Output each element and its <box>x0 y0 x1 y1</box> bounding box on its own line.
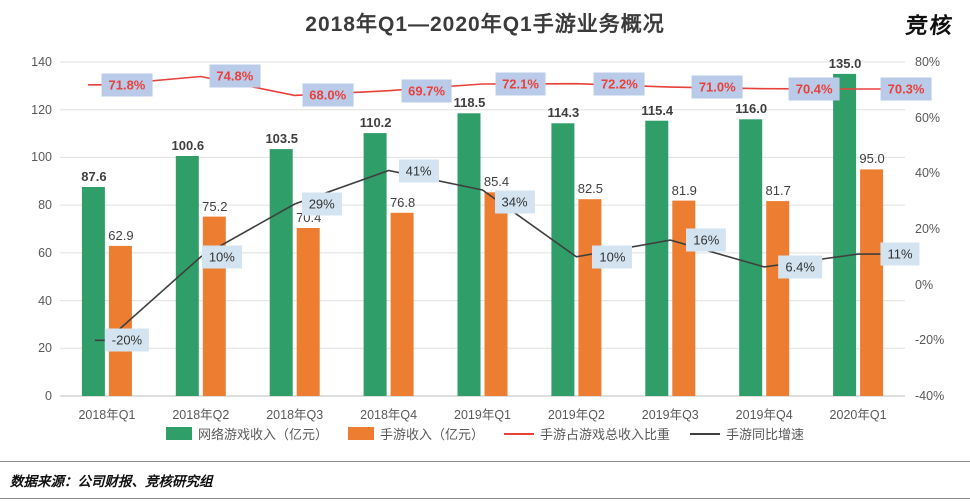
green-bar-swatch <box>165 427 192 440</box>
bar-online-game-revenue <box>551 123 575 397</box>
mobile-share-label: 70.3% <box>880 77 932 101</box>
mobile-revenue-value: 82.5 <box>577 181 604 197</box>
right-axis-tick: -40% <box>915 389 945 403</box>
category-label: 2019年Q1 <box>454 408 511 422</box>
category-label: 2019年Q2 <box>547 408 605 422</box>
black-line-swatch <box>690 432 721 435</box>
right-axis-tick: 0% <box>915 277 934 292</box>
yoy-growth-label: 29% <box>301 192 342 216</box>
mobile-revenue-value: 62.9 <box>108 227 134 243</box>
yoy-growth-label: 34% <box>494 190 535 214</box>
legend-item: 手游占游戏总收入比重 <box>504 424 670 443</box>
online-revenue-value: 100.6 <box>171 137 205 153</box>
left-axis-tick: 0 <box>45 389 52 403</box>
left-axis-tick: 140 <box>31 55 52 69</box>
right-axis-tick: 40% <box>915 166 941 181</box>
yoy-growth-label: 16% <box>686 228 727 252</box>
mobile-revenue-value: 81.7 <box>765 183 791 199</box>
mobile-share-label: 68.0% <box>302 83 354 107</box>
chart-title: 2018年Q1—2020年Q1手游业务概况 <box>305 13 665 36</box>
category-label: 2018年Q3 <box>266 408 324 422</box>
bar-online-game-revenue <box>739 119 763 397</box>
left-axis-tick: 40 <box>38 293 52 308</box>
mobile-revenue-value: 85.4 <box>483 174 510 190</box>
bar-online-game-revenue <box>833 73 857 397</box>
bar-mobile-game-revenue <box>860 169 884 396</box>
data-source-text: 数据来源：公司财报、竞核研究组 <box>10 474 213 489</box>
legend-label: 网络游戏收入（亿元） <box>197 427 328 442</box>
legend-label: 手游收入（亿元） <box>379 427 484 442</box>
legend-item: 网络游戏收入（亿元） <box>165 424 328 443</box>
left-axis-tick: 100 <box>31 150 52 165</box>
yoy-growth-label: 11% <box>880 242 920 266</box>
mobile-revenue-value: 95.0 <box>859 151 885 167</box>
legend: 网络游戏收入（亿元） 手游收入（亿元） 手游占游戏总收入比重 手游同比增速 <box>0 424 970 443</box>
bar-online-game-revenue <box>175 156 199 396</box>
mobile-revenue-value: 81.9 <box>671 182 697 198</box>
mobile-share-label: 72.2% <box>593 72 645 96</box>
chart-labels-overlay: 0 20 40 60 80 100 120 140 -40% -20% 0% 20% 40% 60% 80%… <box>31 55 945 422</box>
bar-mobile-game-revenue <box>766 201 790 396</box>
bar-mobile-game-revenue <box>390 212 414 396</box>
mobile-share-label: 74.8% <box>209 64 261 88</box>
chart-canvas <box>60 61 909 397</box>
yoy-growth-label: -20% <box>104 328 150 352</box>
mobile-share-label: 71.8% <box>101 73 153 97</box>
right-axis-tick: 20% <box>915 222 941 236</box>
category-label: 2019年Q4 <box>735 408 793 422</box>
category-label: 2019年Q3 <box>641 408 699 422</box>
left-axis-tick: 60 <box>38 245 52 260</box>
online-revenue-value: 116.0 <box>735 101 768 117</box>
left-axis-tick: 20 <box>38 341 52 356</box>
online-revenue-value: 135.0 <box>828 55 862 71</box>
yoy-growth-label: 10% <box>201 245 242 269</box>
mobile-share-label: 70.4% <box>788 77 840 101</box>
legend-label: 手游占游戏总收入比重 <box>540 427 671 442</box>
right-axis-tick: 60% <box>915 110 941 125</box>
category-label: 2020年Q1 <box>829 408 887 422</box>
mobile-revenue-value: 76.8 <box>389 194 416 210</box>
category-label: 2018年Q1 <box>78 408 136 422</box>
bar-online-game-revenue <box>645 120 669 396</box>
right-axis-tick: 80% <box>915 55 941 69</box>
data-source-note: 数据来源：公司财报、竞核研究组 <box>0 461 970 499</box>
online-revenue-value: 118.5 <box>453 95 486 111</box>
bar-mobile-game-revenue <box>108 245 132 396</box>
left-axis-tick: 120 <box>31 102 52 117</box>
online-revenue-value: 114.3 <box>547 105 580 121</box>
yoy-growth-label: 6.4% <box>778 255 822 279</box>
legend-item: 手游收入（亿元） <box>347 424 484 443</box>
yoy-growth-label: 41% <box>398 159 439 183</box>
red-line-swatch <box>504 432 534 435</box>
mobile-share-label: 69.7% <box>401 79 453 103</box>
bar-mobile-game-revenue <box>296 228 320 396</box>
bar-online-game-revenue <box>363 133 387 396</box>
online-revenue-value: 110.2 <box>359 115 392 131</box>
bar-online-game-revenue <box>457 113 481 397</box>
online-revenue-value: 87.6 <box>81 169 107 184</box>
mobile-share-label: 71.0% <box>691 75 743 99</box>
bar-online-game-revenue <box>81 187 105 396</box>
online-revenue-value: 103.5 <box>265 131 298 147</box>
left-axis-tick: 80 <box>38 198 52 213</box>
legend-label: 手游同比增速 <box>726 427 805 442</box>
bar-mobile-game-revenue <box>484 192 508 396</box>
category-label: 2018年Q4 <box>360 408 418 422</box>
orange-bar-swatch <box>347 427 374 440</box>
yoy-growth-label: 10% <box>592 245 633 269</box>
category-label: 2018年Q2 <box>172 408 230 422</box>
mobile-share-label: 72.1% <box>495 72 546 96</box>
combo-chart: 0 20 40 60 80 100 120 140 -40% -20% 0% 20% 40% 60% 80%… <box>31 55 945 422</box>
mobile-revenue-value: 75.2 <box>202 198 228 214</box>
legend-item: 手游同比增速 <box>690 424 804 443</box>
bar-online-game-revenue <box>269 149 293 396</box>
online-revenue-value: 115.4 <box>641 102 674 118</box>
right-axis-tick: -20% <box>915 333 945 348</box>
